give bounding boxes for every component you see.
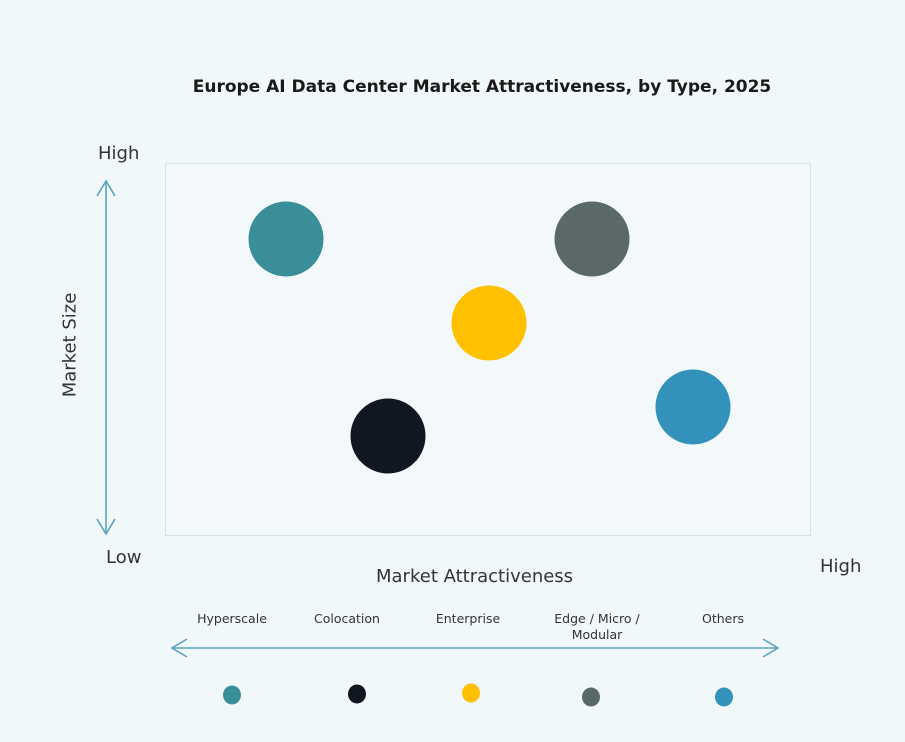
bubble-hyperscale xyxy=(248,201,324,277)
bubble-edge-micro-modular xyxy=(554,201,630,277)
legend-arrow-icon xyxy=(170,638,780,658)
bubble-others xyxy=(655,369,731,445)
legend-dot-edge-micro-modular xyxy=(582,687,600,707)
y-axis-low-label: Low xyxy=(106,547,142,568)
bubble-colocation xyxy=(350,398,426,474)
legend-label-enterprise: Enterprise xyxy=(435,611,501,626)
y-axis-high-label: High xyxy=(98,143,140,164)
legend-dot-hyperscale xyxy=(223,685,241,705)
plot-area xyxy=(165,163,811,536)
legend-dot-others xyxy=(715,687,733,707)
bubble-enterprise xyxy=(451,285,527,361)
y-axis-arrow-icon xyxy=(96,179,116,536)
legend-dot-enterprise xyxy=(462,683,480,703)
legend-label-colocation: Colocation xyxy=(314,611,380,626)
x-axis-high-label: High xyxy=(820,556,862,577)
legend-label-edge-micro-modular: Edge / Micro / Modular xyxy=(554,611,640,642)
x-axis-title: Market Attractiveness xyxy=(376,566,574,587)
chart-title: Europe AI Data Center Market Attractiven… xyxy=(192,77,772,97)
legend-label-hyperscale: Hyperscale xyxy=(197,611,267,626)
legend-dot-colocation xyxy=(348,684,366,704)
legend-label-others: Others xyxy=(701,611,744,626)
